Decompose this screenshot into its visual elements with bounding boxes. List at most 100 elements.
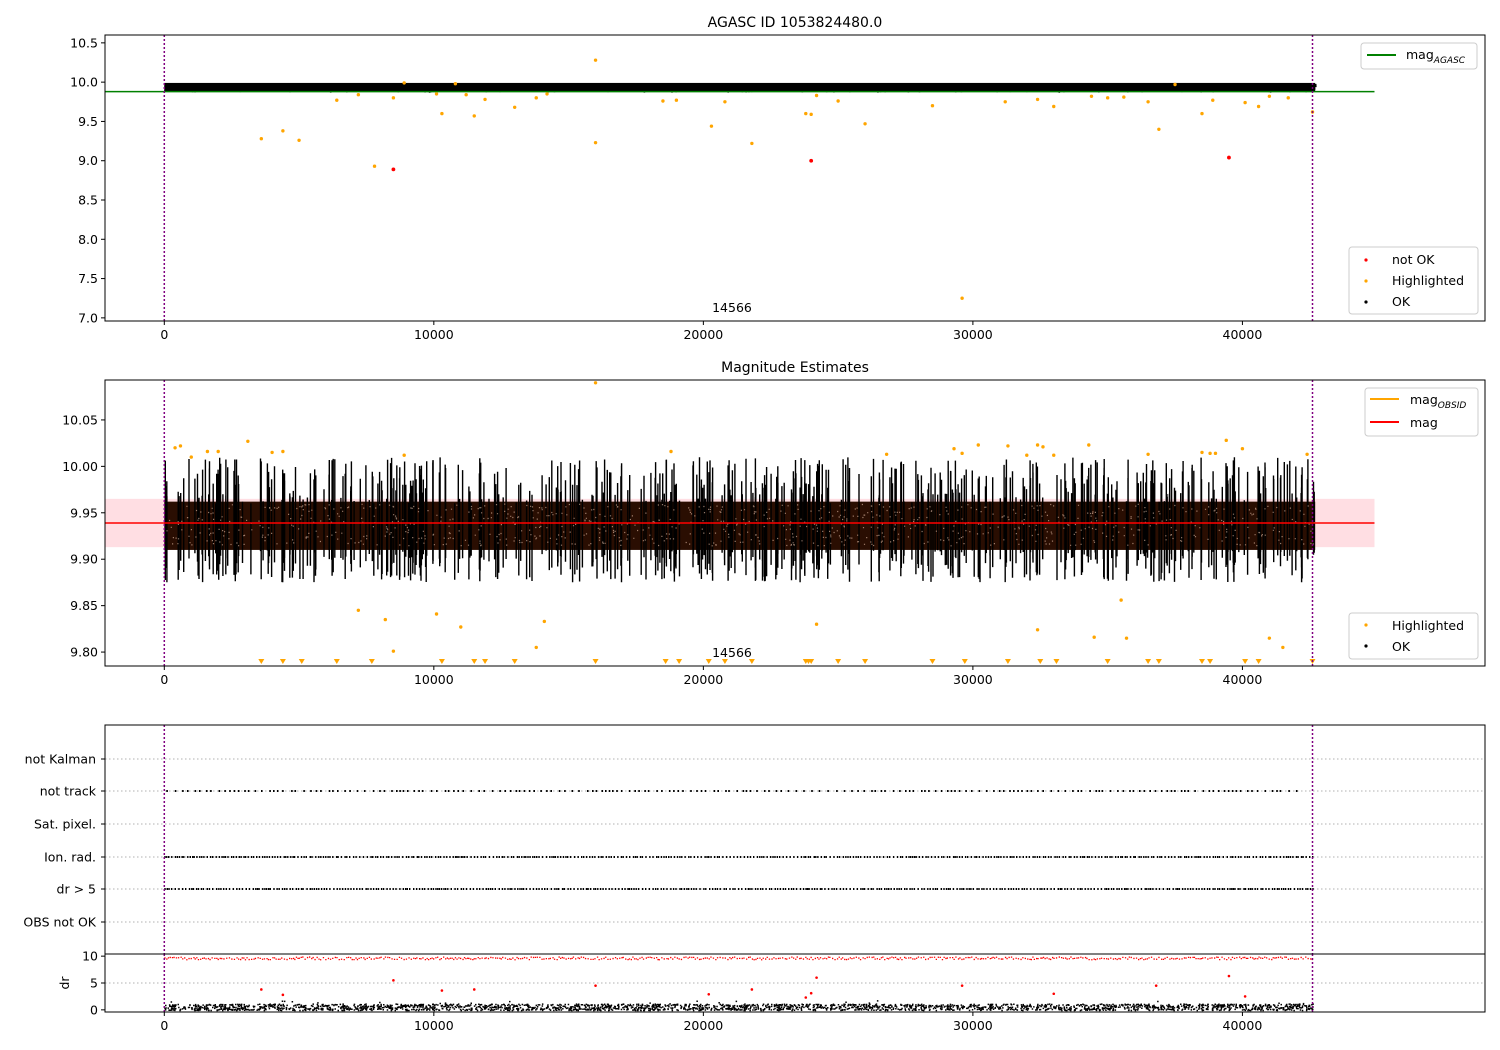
p2-ytick-label-3: 9.95 bbox=[70, 505, 98, 520]
highlighted-point-2-27 bbox=[1035, 628, 1040, 632]
flag-label-0: not Kalman bbox=[25, 752, 96, 767]
p4-xtick-label-0: 0 bbox=[160, 1018, 168, 1033]
low-marker-10 bbox=[662, 659, 669, 664]
highlighted-point-2-25 bbox=[1035, 443, 1040, 447]
highlighted-point-2-23 bbox=[1006, 444, 1010, 448]
highlighted-point-23 bbox=[750, 141, 754, 146]
flag-dr-points bbox=[164, 888, 1314, 890]
flag-label-1: not track bbox=[40, 784, 97, 799]
highlighted-point-24 bbox=[804, 111, 808, 116]
highlighted-point-12 bbox=[472, 114, 476, 118]
highlighted-point-3 bbox=[335, 98, 339, 102]
highlighted-point-43 bbox=[1256, 104, 1261, 109]
highlighted-point-2-14 bbox=[534, 645, 538, 650]
highlighted-point-2-15 bbox=[542, 619, 547, 624]
magnitude-panel-title: Magnitude Estimates bbox=[721, 360, 869, 376]
low-marker-13 bbox=[721, 659, 728, 664]
p1-ytick-label-3: 8.5 bbox=[78, 193, 98, 208]
highlighted-point-2-1 bbox=[178, 444, 183, 448]
highlighted-point-8 bbox=[434, 92, 439, 96]
highlighted-point-4 bbox=[356, 93, 361, 97]
p2-ytick-label-2: 9.90 bbox=[70, 552, 98, 567]
dr-mid-point-7 bbox=[750, 988, 754, 991]
dr-mid-point-2 bbox=[392, 979, 395, 982]
highlighted-point-2-21 bbox=[960, 451, 964, 456]
dr-mid-point-14 bbox=[1227, 974, 1231, 978]
p4-xtick-label-2: 20000 bbox=[683, 1018, 723, 1033]
p4-xtick-label-4: 40000 bbox=[1223, 1018, 1263, 1033]
p2-ytick-label-0: 9.80 bbox=[70, 645, 98, 660]
low-marker-2 bbox=[298, 659, 305, 664]
low-marker-22 bbox=[1004, 659, 1011, 664]
ok-points bbox=[164, 83, 1317, 93]
low-marker-8 bbox=[511, 659, 518, 664]
p1-axes-frame bbox=[104, 34, 1486, 322]
highlighted-point-2-26 bbox=[1041, 445, 1045, 449]
p1-ytick-label-6: 10.0 bbox=[70, 75, 98, 90]
legend-ok: OK bbox=[1392, 294, 1411, 309]
highlighted-point-2-4 bbox=[216, 449, 220, 454]
highlighted-point-2-10 bbox=[391, 649, 396, 653]
dr-mid-point-9 bbox=[809, 991, 813, 995]
p1-ytick-label-0: 7.0 bbox=[78, 310, 98, 325]
p1-xtick-label-4: 40000 bbox=[1223, 327, 1263, 342]
highlighted-point-30 bbox=[960, 296, 964, 300]
highlighted-point-2-9 bbox=[383, 617, 388, 622]
highlighted-point-18 bbox=[593, 58, 598, 62]
ok-points-spread bbox=[164, 457, 1315, 583]
highlighted-point-28 bbox=[863, 122, 867, 126]
highlighted-point-2 bbox=[297, 138, 301, 142]
highlighted-point-2-34 bbox=[1200, 450, 1204, 455]
dr-mid-point-5 bbox=[594, 984, 597, 987]
legend-mag-lines: magOBSID mag bbox=[1364, 387, 1479, 437]
highlighted-point-2-17 bbox=[669, 449, 673, 454]
highlighted-point-15 bbox=[534, 96, 538, 100]
agasc-panel: AGASC ID 1053824480.0 0 10000 20000 30000 40… bbox=[70, 15, 1486, 342]
highlighted-point-2-5 bbox=[246, 439, 250, 443]
highlighted-point-2-31 bbox=[1119, 598, 1123, 602]
flag-ion-rad-points bbox=[164, 856, 1314, 858]
agasc-panel-annotation: 14566 bbox=[712, 300, 752, 315]
low-marker-27 bbox=[1155, 659, 1162, 664]
dr-mid-point-1 bbox=[281, 993, 285, 997]
dr-mid-point-8 bbox=[804, 996, 808, 999]
magnitude-panel: Magnitude Estimates 0 10000 20000 30000 4000… bbox=[62, 360, 1486, 687]
p2-xtick-label-2: 20000 bbox=[683, 672, 723, 687]
highlighted-point-20 bbox=[674, 98, 679, 102]
svg-text:magAGASC: magAGASC bbox=[1406, 47, 1466, 66]
dr-mid-point-4 bbox=[472, 988, 476, 991]
low-marker-5 bbox=[438, 659, 445, 664]
ok-points-core bbox=[164, 501, 1316, 550]
highlighted-point-2-38 bbox=[1240, 447, 1245, 451]
low-marker-0 bbox=[258, 659, 265, 664]
flag-label-3: Ion. rad. bbox=[44, 850, 96, 865]
low-marker-30 bbox=[1242, 659, 1249, 664]
legend-mag: mag bbox=[1410, 415, 1438, 430]
low-marker-24 bbox=[1053, 659, 1060, 664]
low-marker-1 bbox=[279, 659, 286, 664]
p4-ytick-label-0: 0 bbox=[90, 1002, 98, 1017]
low-marker-3 bbox=[333, 659, 340, 664]
highlighted-point-2-33 bbox=[1146, 452, 1150, 456]
highlighted-point-36 bbox=[1122, 95, 1126, 99]
highlighted-point-26 bbox=[814, 93, 819, 98]
flag-label-4: dr > 5 bbox=[57, 882, 96, 897]
p2-ytick-label-5: 10.05 bbox=[62, 412, 98, 427]
dr-mid-point-0 bbox=[260, 988, 263, 991]
highlighted-point-37 bbox=[1146, 100, 1150, 104]
highlighted-point-14 bbox=[512, 105, 517, 109]
p2-ytick-label-4: 10.00 bbox=[62, 459, 98, 474]
highlighted-point-31 bbox=[1003, 100, 1007, 104]
low-marker-19 bbox=[862, 659, 869, 664]
highlighted-point-2-16 bbox=[593, 381, 598, 385]
highlighted-point-1 bbox=[281, 129, 285, 133]
legend-highlighted: Highlighted bbox=[1392, 273, 1464, 288]
low-marker-25 bbox=[1104, 659, 1111, 664]
low-marker-11 bbox=[676, 659, 683, 664]
highlighted-point-2-8 bbox=[356, 608, 361, 612]
agasc-panel-title: AGASC ID 1053824480.0 bbox=[708, 15, 883, 31]
p1-ytick-label-1: 7.5 bbox=[78, 271, 98, 286]
highlighted-point-2-32 bbox=[1124, 636, 1129, 640]
dr-mid-point-15 bbox=[1243, 995, 1247, 998]
